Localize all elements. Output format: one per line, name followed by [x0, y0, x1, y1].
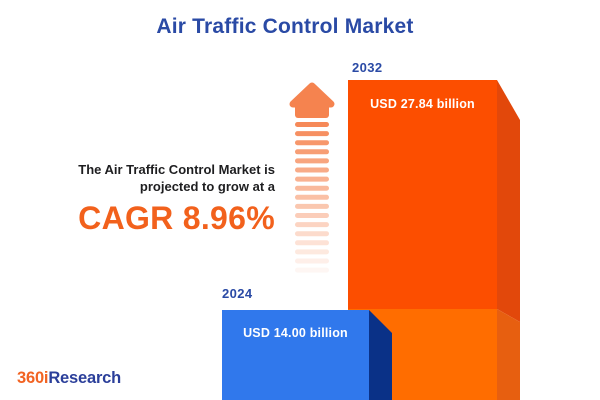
bar-2032-front	[348, 80, 497, 400]
growth-arrow-stripe	[295, 267, 329, 273]
growth-arrow-head-icon	[289, 82, 335, 108]
growth-arrow-stripe	[295, 222, 329, 228]
annotation-block: The Air Traffic Control Market is projec…	[78, 161, 275, 237]
growth-arrow-stripe	[295, 140, 329, 146]
growth-arrow-stripe	[295, 185, 329, 191]
growth-arrow-stripe	[295, 203, 329, 209]
growth-arrow-stripe	[295, 240, 329, 246]
bar-2032-side-bottom	[497, 309, 520, 400]
bar-2032-value-label: USD 27.84 billion	[370, 97, 475, 111]
growth-arrow-stripe	[295, 213, 329, 218]
bar-2024-front	[222, 310, 369, 400]
growth-arrow-stripe	[295, 122, 329, 127]
growth-arrow-shaft	[295, 103, 329, 118]
annotation-line-1: The Air Traffic Control Market is	[78, 162, 275, 177]
brand-logo-research: Research	[48, 369, 122, 387]
growth-arrow-stripe	[295, 158, 329, 164]
growth-arrow-stripe	[295, 149, 329, 155]
growth-arrow-stripes	[295, 122, 329, 273]
page-title: Air Traffic Control Market	[156, 15, 414, 38]
annotation-line-2: projected to grow at a	[139, 179, 275, 194]
bar-2024-year-label: 2024	[222, 286, 253, 301]
growth-arrow-stripe	[295, 167, 329, 173]
cagr-value: CAGR 8.96%	[78, 200, 275, 236]
brand-logo-360i: 360i	[17, 369, 49, 387]
bar-2032-year-label: 2032	[352, 60, 383, 75]
growth-arrow-stripe	[295, 194, 329, 200]
bar-2024-value-label: USD 14.00 billion	[243, 326, 348, 340]
growth-arrow-stripe	[295, 131, 329, 137]
growth-arrow-stripe	[295, 231, 329, 237]
growth-arrow-stripe	[295, 258, 329, 264]
bar-2032-side-top	[497, 80, 520, 322]
brand-logo: 360iResearch	[17, 369, 121, 388]
growth-arrow-stripe	[295, 249, 329, 255]
growth-arrow-stripe	[295, 176, 329, 182]
